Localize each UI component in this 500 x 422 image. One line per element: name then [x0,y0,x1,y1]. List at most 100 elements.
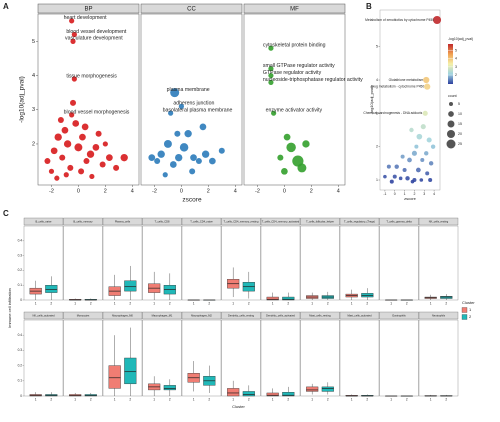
facet-strip [37,3,140,14]
box [306,386,319,392]
point [113,164,120,171]
facet-strip [339,311,380,320]
facet-strip [221,217,261,226]
x-tick-label: 1 [193,397,195,401]
point [89,173,95,180]
x-axis-title: zscore [404,196,417,201]
point-label: tissue morphogenesis [66,73,117,79]
facet-panel [63,225,103,301]
y-tick-label: 0.2 [18,363,23,367]
facet-strip [102,217,143,226]
x-tick-label: 3 [423,192,425,196]
point [271,110,277,116]
facet-strip [260,311,301,320]
point [424,151,429,156]
x-tick-label: 1 [272,397,274,401]
point [398,176,403,181]
facet-panel [339,319,380,397]
x-tick-label: 2 [208,397,210,401]
x-tick-label: 2 [129,397,131,401]
point-label: enzyme activator activity [266,108,323,114]
box [124,357,137,385]
point [72,120,80,127]
facet-strip [379,217,419,226]
x-tick-label: 0 [394,192,396,196]
point [63,140,72,148]
facet-title: T_cells_CD4_naive [190,219,213,223]
x-tick-label: 1 [114,301,116,305]
x-tick-label: 1 [114,397,116,401]
x-tick-label: 2 [327,397,329,401]
point [70,99,77,106]
point [409,127,414,133]
x-tick-label: 1 [193,301,195,305]
legend-key [461,307,468,313]
x-tick-label: 1 [232,301,234,305]
facet-strip [142,311,182,320]
point-label: heart development [64,15,108,21]
y-tick-label: 0.4 [18,239,23,243]
point-label: small GTPase regulator activity [263,63,335,69]
point [268,72,274,79]
facet-title: Monocytes [77,313,90,317]
point [425,171,430,176]
point [174,130,181,137]
facet-title: T_cells_CD4_memory_activated [262,219,300,223]
point-label: GTPase regulator activity [263,70,322,76]
facet-title: T_cells_CD8 [155,219,170,223]
point [102,141,108,147]
box [321,386,334,392]
facet-title: T_cells_gamma_delta [386,219,412,223]
x-tick-label: 2 [50,301,52,305]
y-tick-label: 0.2 [18,268,23,272]
legend-label: 1 [469,307,472,312]
x-tick-label: 2 [327,301,329,305]
x-tick-label: 2 [445,397,447,401]
point [74,143,83,152]
size-legend-label: 20 [458,132,462,136]
x-tick-label: 1 [351,397,353,401]
facet-panel [63,319,103,397]
facet-panel [379,225,419,301]
x-tick-label: 0 [180,188,183,194]
x-tick-label: 1 [272,301,274,305]
point [426,137,432,143]
box [45,285,58,293]
point [218,147,225,154]
point [277,154,284,161]
y-tick-label: 5 [376,45,378,49]
y-tick-label: 0.1 [18,379,23,383]
point [386,164,391,169]
facet-title: BP [84,6,92,12]
facet-strip [142,217,182,226]
point [59,154,66,161]
x-tick-label: 2 [413,192,415,196]
x-tick-label: 2 [366,397,368,401]
facet-strip [23,217,64,226]
colorbar [448,44,453,84]
colorbar-tick-label: 4 [455,57,457,61]
point [405,176,410,181]
y-tick-label: 4 [32,73,35,79]
point-label: Metabolism of xenobiotics by cytochrome … [365,18,434,22]
point [411,150,417,156]
facet-panel [221,319,261,397]
facet-panel [379,319,419,397]
x-tick-label: 1 [74,301,76,305]
point [71,76,77,82]
facet-title: T_cells_regulatory_(Tregs) [344,219,375,223]
point [428,161,434,166]
point [69,18,75,24]
x-tick-label: 2 [129,301,131,305]
x-tick-label: 2 [445,301,447,305]
point [48,168,55,174]
point-label: Glutathione metabolism [389,78,424,82]
y-tick-label: 2 [376,145,378,149]
point [392,174,397,179]
size-legend-title: count [448,94,457,98]
point [189,168,196,175]
x-tick-label: 1 [430,397,432,401]
size-legend-key [446,139,456,149]
panel-label: B [366,2,372,11]
x-tick-label: 1 [390,397,392,401]
